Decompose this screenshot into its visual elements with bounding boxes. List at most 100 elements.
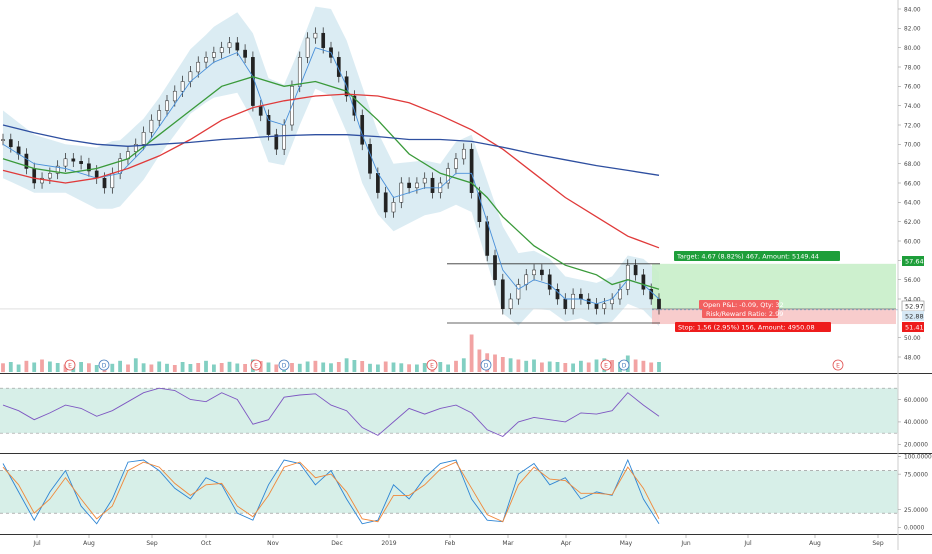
candle-body <box>48 173 52 179</box>
candle-body <box>87 163 91 172</box>
volume-bar <box>586 362 591 372</box>
stop-label-text: Stop: 1.56 (2.95%) 156, Amount: 4950.08 <box>678 324 815 332</box>
volume-bar <box>540 362 544 372</box>
event-marker-letter: E <box>604 362 608 369</box>
price-tick-label: 74.00 <box>904 104 921 110</box>
candle-body <box>227 42 232 48</box>
volume-bar <box>571 363 575 372</box>
candle-body <box>141 132 146 145</box>
candlesticks <box>1 27 661 315</box>
volume-bar <box>438 362 443 372</box>
candle-body <box>165 100 169 111</box>
candle-body <box>532 269 536 276</box>
volume-bar <box>469 334 474 372</box>
stoch-band-fill <box>0 470 898 514</box>
candle-body <box>493 255 497 280</box>
candle-body <box>508 298 513 309</box>
candle-body <box>500 279 505 309</box>
volume-bar <box>212 364 216 372</box>
volume-bar <box>180 362 185 372</box>
candle-body <box>40 177 44 184</box>
candle-body <box>516 284 521 300</box>
volume-bar <box>524 360 529 373</box>
time-tick-label: Sep <box>872 540 884 547</box>
price-tick-label: 64.00 <box>904 201 921 207</box>
volume-bar <box>55 363 60 372</box>
volume-bar <box>579 360 583 373</box>
price-tick-label: 62.00 <box>904 220 921 226</box>
event-marker-circle <box>250 359 262 371</box>
target-label-bg <box>674 251 840 261</box>
price-tick-label: 70.00 <box>904 143 921 149</box>
rsi-tick-label: 20.0000 <box>904 443 928 449</box>
candle-body <box>258 105 263 116</box>
price-tick-label: 84.00 <box>904 7 921 13</box>
candle-body <box>305 37 310 58</box>
time-axis[interactable]: Jul Aug Sep Oct Nov Dec 2019 Feb Mar Apr May Jun Jul… <box>32 535 884 547</box>
stoch-k-line <box>2 458 660 525</box>
candle-body <box>469 148 474 193</box>
volume-bar <box>313 360 318 373</box>
volume-bar <box>391 362 396 372</box>
volume-bar <box>555 362 560 372</box>
event-marker-letter: D <box>102 362 107 369</box>
long-position-tool[interactable] <box>0 263 898 325</box>
event-marker-circle <box>832 359 844 371</box>
volume-bar <box>110 363 115 373</box>
volume-bar <box>383 361 388 372</box>
stoch-d-line <box>2 461 660 523</box>
candle-body <box>633 264 638 276</box>
candle-body <box>579 293 583 300</box>
candle-body <box>485 221 490 256</box>
stoch-tick-label: 75.0000 <box>904 472 928 478</box>
moving-average-line <box>2 47 660 305</box>
volume-bar <box>477 349 482 372</box>
rsi-line <box>2 387 660 438</box>
candle-body <box>1 139 5 141</box>
target-price-tag-text: 57.64 <box>905 258 924 266</box>
candle-body <box>102 177 107 189</box>
candle-body <box>94 170 99 179</box>
target-price-tag <box>902 256 924 266</box>
candle-body <box>251 57 255 106</box>
volume-bar <box>196 363 201 372</box>
candle-body <box>547 274 552 290</box>
time-tick-label: Jun <box>680 540 691 547</box>
volume-bar <box>415 364 419 372</box>
time-tick-label: Sep <box>146 540 158 547</box>
volume-bar <box>508 358 513 373</box>
volume-bar <box>8 362 13 372</box>
volume-bar <box>94 365 99 372</box>
volume-bar <box>641 360 646 373</box>
volume-bar <box>446 364 450 372</box>
volume-bar <box>290 363 294 372</box>
time-tick-label: Mar <box>502 540 514 547</box>
candle-body <box>212 52 216 58</box>
time-tick-label: Aug <box>83 540 95 547</box>
volume-bar <box>274 364 279 372</box>
event-marker-letter: D <box>622 362 627 369</box>
volume-bar <box>40 359 44 372</box>
candle-body <box>313 32 318 39</box>
volume-bar <box>532 359 536 372</box>
candle-body <box>274 134 279 150</box>
candle-body <box>63 158 68 167</box>
event-marker-circle <box>600 359 612 371</box>
volume-bar <box>407 364 411 373</box>
event-marker-circle <box>480 359 492 371</box>
volume-bar <box>336 362 341 372</box>
time-tick-label: Apr <box>561 540 572 547</box>
event-marker-circle <box>278 359 290 371</box>
moving-average-line <box>2 124 660 176</box>
price-tick-label: 66.00 <box>904 181 921 187</box>
candle-body <box>625 264 630 290</box>
price-tick-label: 78.00 <box>904 65 921 71</box>
volume-bar <box>368 363 372 373</box>
volume-bar <box>633 359 638 372</box>
candle-body <box>24 153 29 169</box>
moving-average-line <box>2 93 660 249</box>
volume-bar <box>227 361 232 373</box>
